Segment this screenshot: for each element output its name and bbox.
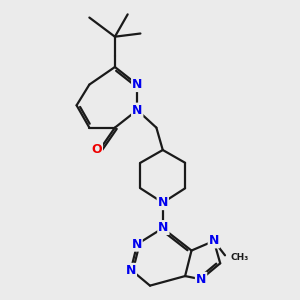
Text: O: O: [92, 143, 102, 157]
Text: N: N: [126, 264, 136, 277]
Text: N: N: [158, 221, 169, 234]
Text: N: N: [158, 196, 168, 209]
Text: N: N: [208, 235, 219, 248]
Text: N: N: [196, 273, 206, 286]
Text: N: N: [132, 78, 142, 91]
Text: CH₃: CH₃: [231, 254, 249, 262]
Text: N: N: [131, 238, 142, 250]
Text: N: N: [132, 103, 142, 117]
